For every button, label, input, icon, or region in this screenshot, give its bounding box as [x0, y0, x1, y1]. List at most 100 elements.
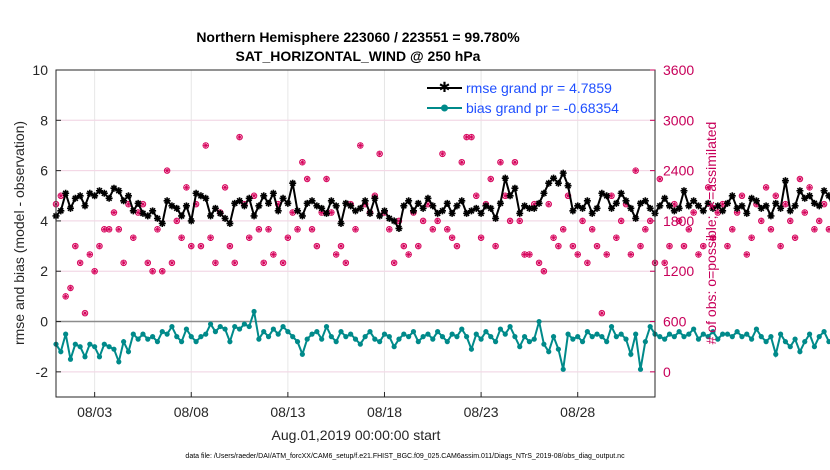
obs-point-circle — [550, 234, 557, 241]
bias-point — [521, 334, 528, 340]
rmse-point — [825, 192, 830, 200]
bias-point — [265, 334, 272, 340]
bias-point — [396, 336, 402, 342]
rmse-point — [134, 199, 142, 207]
rmse-point — [400, 202, 408, 210]
rmse-point — [289, 179, 297, 187]
obs-point — [603, 251, 610, 258]
legend-rmse-marker: ✱ — [439, 79, 451, 95]
obs-point-star — [106, 226, 112, 232]
rmse-point — [260, 192, 268, 200]
rmse-point — [298, 212, 306, 220]
obs-point-circle — [492, 242, 499, 250]
obs-point — [458, 158, 466, 166]
bias-point — [797, 349, 803, 355]
obs-point-star — [782, 201, 789, 207]
obs-point-star — [309, 226, 315, 232]
rmse-point — [661, 194, 669, 202]
obs-point-circle — [149, 267, 156, 275]
obs-point-star — [560, 226, 566, 232]
obs-point-circle — [308, 226, 316, 233]
obs-point — [159, 267, 166, 275]
obs-point-star — [642, 226, 648, 232]
obs-point — [758, 217, 765, 225]
bias-point — [430, 336, 436, 342]
bias-point — [241, 321, 247, 327]
obs-point-circle — [704, 184, 712, 191]
obs-point — [202, 142, 209, 149]
rmse-point — [115, 187, 123, 195]
obs-point-circle — [159, 267, 166, 275]
left-tick-label-2: 2 — [40, 263, 48, 279]
obs-point-circle — [115, 226, 123, 233]
obs-point-star — [130, 235, 136, 241]
obs-point-circle — [328, 209, 335, 216]
obs-point — [787, 217, 794, 225]
bias-point — [782, 339, 789, 345]
obs-point-star — [507, 218, 513, 224]
obs-point — [796, 175, 804, 183]
obs-point-star — [338, 243, 344, 249]
obs-point-circle — [231, 259, 238, 267]
obs-point-star — [797, 176, 803, 182]
bias-point — [261, 329, 267, 335]
obs-point-star — [256, 226, 262, 232]
bias-point — [777, 331, 784, 337]
obs-point — [439, 150, 446, 158]
obs-point — [178, 234, 185, 241]
bias-point — [299, 351, 305, 357]
obs-point — [197, 242, 205, 250]
obs-point-circle — [62, 293, 69, 300]
obs-point — [675, 217, 683, 225]
rmse-point — [405, 197, 413, 205]
bias-point — [710, 329, 716, 335]
bias-point — [381, 331, 388, 337]
bias-point — [502, 331, 508, 337]
obs-point-star — [468, 134, 475, 140]
obs-point-star — [671, 201, 677, 207]
bias-point — [348, 331, 354, 337]
obs-point-star — [700, 243, 706, 249]
bias-point — [246, 323, 252, 330]
obs-point — [617, 217, 625, 225]
rmse-point — [641, 197, 649, 205]
rmse-point — [390, 217, 398, 225]
obs-point-circle — [477, 234, 485, 241]
obs-point-star — [72, 243, 78, 249]
obs-point — [154, 226, 161, 233]
obs-point-circle — [357, 142, 364, 149]
obs-point — [86, 251, 94, 258]
bias-point — [758, 334, 764, 340]
rmse-point — [665, 202, 673, 210]
bias-point — [536, 318, 542, 325]
obs-point — [526, 251, 533, 258]
obs-point — [506, 217, 514, 225]
obs-point-circle — [212, 259, 219, 267]
right-axis-ticks: 0 600 1200 1800 2400 3000 3600 — [650, 62, 694, 380]
obs-point — [637, 242, 644, 250]
obs-point-circle — [516, 217, 523, 225]
obs-point — [574, 251, 581, 258]
rmse-point — [182, 202, 190, 210]
obs-point-star — [425, 201, 431, 207]
obs-point-circle — [72, 242, 79, 250]
rmse-point — [777, 204, 785, 212]
obs-point-star — [715, 209, 721, 216]
obs-point-star — [188, 243, 194, 249]
obs-point — [632, 167, 639, 174]
obs-point-star — [121, 260, 127, 266]
obs-point — [337, 242, 345, 250]
obs-point-star — [174, 218, 180, 224]
obs-point — [806, 184, 813, 191]
x-axis-ticks: 08/03 08/08 08/13 08/18 08/23 08/28 — [77, 392, 595, 420]
rmse-point — [690, 197, 698, 205]
obs-point-circle — [342, 259, 350, 267]
obs-point-circle — [91, 267, 98, 275]
bias-point — [444, 339, 450, 345]
rmse-point — [506, 192, 514, 200]
obs-point — [700, 242, 707, 250]
obs-point-star — [435, 218, 441, 224]
bias-point — [512, 334, 518, 340]
obs-point-circle — [743, 251, 751, 258]
obs-point — [405, 251, 412, 258]
